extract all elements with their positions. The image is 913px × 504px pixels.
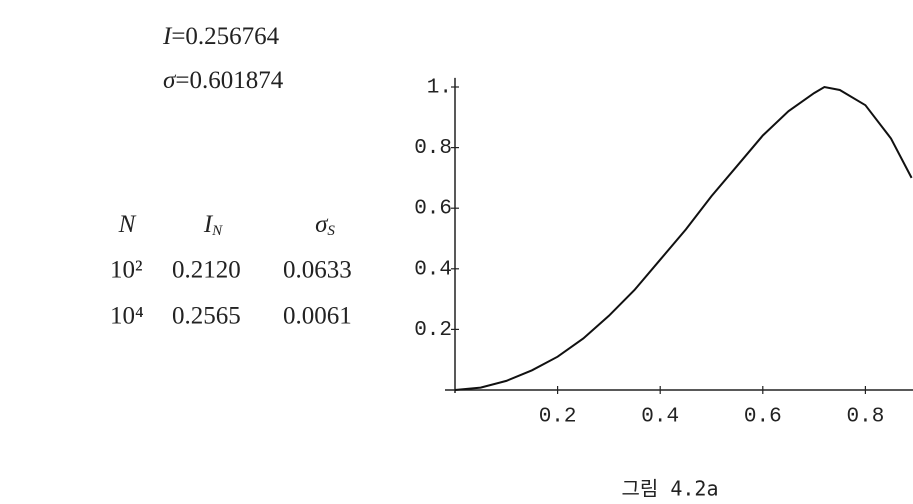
caption: 그림 4.2a (621, 477, 718, 501)
curve (454, 85, 913, 391)
x-tick-label: 0.4 (641, 406, 679, 429)
header-symbol: N (118, 211, 137, 238)
header-subscript: S (327, 223, 335, 239)
table-cell: 0.2120 (172, 257, 241, 284)
result-value: =0.256764 (171, 23, 279, 50)
symbol: I (162, 23, 173, 50)
table-header: σS (315, 211, 335, 240)
table-cell: 10² (110, 257, 143, 284)
result-line: σ=0.601874 (163, 67, 284, 94)
x-tick-label: 0.6 (744, 406, 782, 429)
table-cell: 0.0061 (283, 303, 352, 330)
x-tick-label: 0.8 (846, 406, 884, 429)
header-symbol: I (203, 211, 214, 238)
y-tick-label: 0.6 (414, 198, 452, 221)
y-tick-label: 0.8 (414, 137, 452, 160)
table-header: N (118, 211, 137, 238)
y-tick-label: 1. (427, 77, 452, 100)
y-tick-label: 0.2 (414, 319, 452, 342)
table-header: IN (203, 211, 223, 240)
x-tick-label: 0.2 (539, 406, 577, 429)
table-cell: 10⁴ (110, 303, 144, 330)
y-tick-label: 0.4 (414, 258, 452, 281)
result-value: =0.601874 (175, 67, 283, 94)
header-symbol: σ (315, 211, 329, 238)
chart: 0.2 0.4 0.6 0.8 1. 0.2 0.4 0.6 0.8 (414, 77, 913, 429)
table-cell: 0.0633 (283, 257, 352, 284)
table-cell: 0.2565 (172, 303, 241, 330)
result-line: I=0.256764 (162, 23, 280, 50)
header-subscript: N (211, 223, 223, 239)
symbol: σ (163, 67, 177, 94)
